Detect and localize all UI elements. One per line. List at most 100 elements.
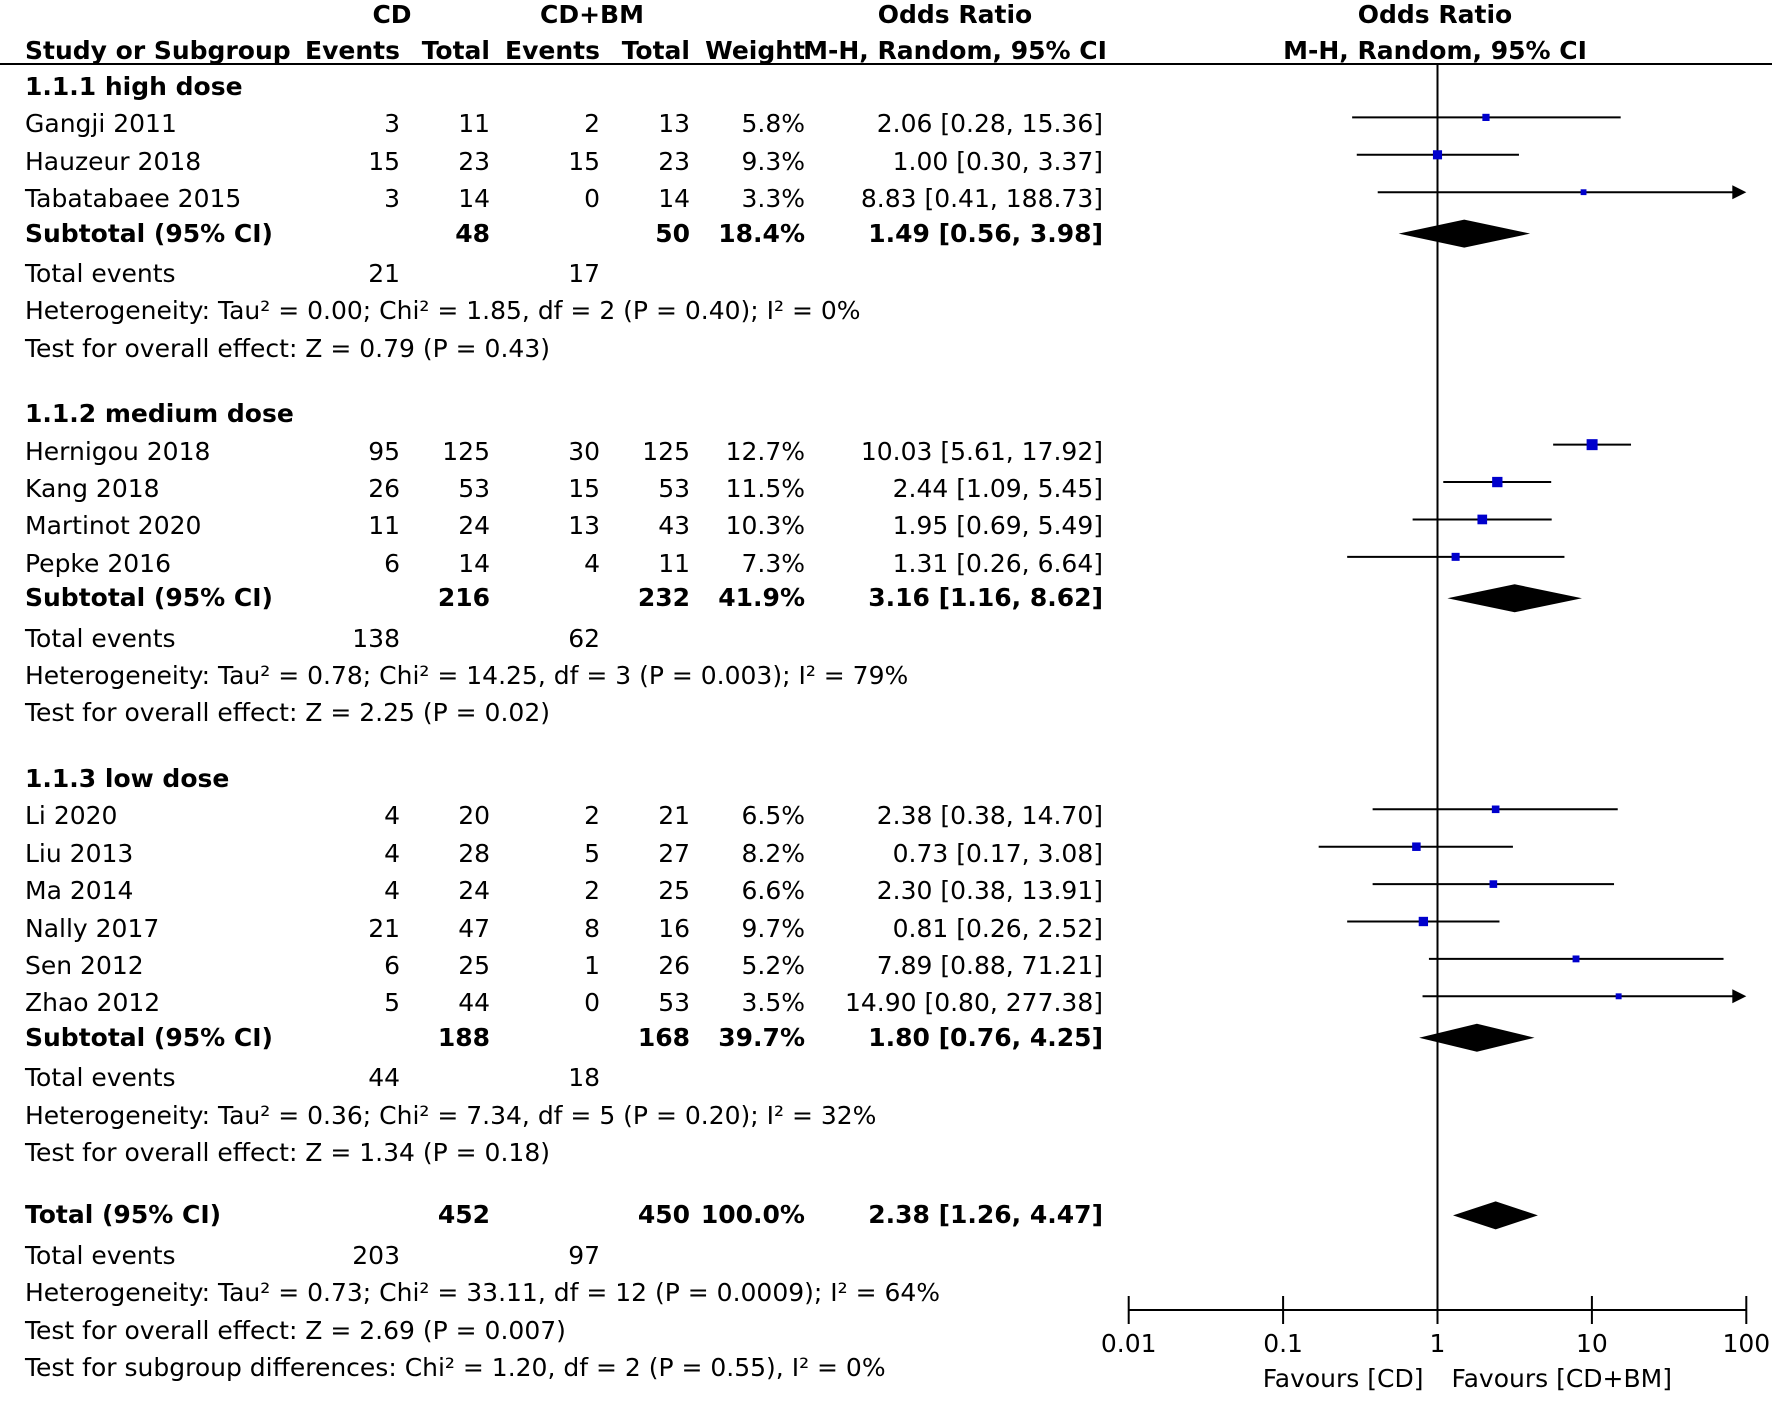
study-name: Hauzeur 2018 <box>25 146 202 176</box>
study-events-cd: 6 <box>384 548 400 578</box>
subtotal-total-cd: 188 <box>437 1022 490 1052</box>
study-total-cd: 24 <box>458 876 490 906</box>
study-events-cdbm: 5 <box>584 838 600 868</box>
subtotal-weight: 18.4% <box>718 218 805 248</box>
study-weight: 6.6% <box>741 876 805 906</box>
study-events-cd: 4 <box>384 801 400 831</box>
study-or-ci: 14.90 [0.80, 277.38] <box>844 988 1103 1018</box>
study-total-cdbm: 27 <box>658 838 690 868</box>
study-total-cd: 47 <box>458 913 490 943</box>
subtotal-diamond <box>1398 219 1531 248</box>
x-tick-label: 10 <box>1576 1329 1608 1358</box>
study-total-cdbm: 23 <box>658 146 690 176</box>
overall-effect-text: Test for overall effect: Z = 2.25 (P = 0… <box>25 698 550 728</box>
study-events-cd: 21 <box>368 913 400 943</box>
subgroup-title: 1.1.3 low dose <box>25 763 230 793</box>
study-events-cd: 6 <box>384 950 400 980</box>
study-name: Liu 2013 <box>25 838 134 868</box>
favours-right-label: Favours [CD+BM] <box>1452 1364 1672 1393</box>
overall-effect-text: Test for overall effect: Z = 1.34 (P = 0… <box>25 1137 550 1167</box>
study-marker <box>1615 993 1622 1000</box>
total-diamond <box>1452 1201 1538 1230</box>
study-or-ci: 1.95 [0.69, 5.49] <box>892 511 1103 541</box>
study-total-cd: 23 <box>458 146 490 176</box>
subgroup-differences-text: Test for subgroup differences: Chi² = 1.… <box>25 1352 886 1382</box>
total-events-cdbm: 97 <box>568 1240 600 1270</box>
subgroup-title: 1.1.1 high dose <box>25 72 243 101</box>
study-name: Martinot 2020 <box>25 511 202 541</box>
study-weight: 12.7% <box>725 436 805 466</box>
study-events-cdbm: 15 <box>568 474 600 504</box>
study-or-ci: 1.31 [0.26, 6.64] <box>892 548 1103 578</box>
study-name: Pepke 2016 <box>25 548 171 578</box>
total-events-label: Total events <box>25 1063 176 1093</box>
ci-arrow <box>1732 989 1747 1004</box>
study-total-cdbm: 11 <box>658 548 690 578</box>
study-total-cd: 28 <box>458 838 490 868</box>
study-or-ci: 10.03 [5.61, 17.92] <box>860 436 1103 466</box>
total-events-cd: 138 <box>352 623 400 653</box>
study-events-cdbm: 0 <box>584 988 600 1018</box>
header-or-title: Odds Ratio <box>877 0 1033 29</box>
study-total-cdbm: 16 <box>658 913 690 943</box>
study-total-cd: 20 <box>458 801 490 831</box>
x-tick-label: 0.1 <box>1263 1329 1303 1358</box>
subtotal-or-ci: 3.16 [1.16, 8.62] <box>868 583 1103 613</box>
subtotal-total-cdbm: 50 <box>655 218 690 248</box>
study-weight: 3.3% <box>741 184 805 214</box>
study-or-ci: 0.73 [0.17, 3.08] <box>892 838 1103 868</box>
study-events-cdbm: 2 <box>584 801 600 831</box>
study-weight: 9.3% <box>741 146 805 176</box>
study-events-cd: 11 <box>368 511 400 541</box>
study-total-cdbm: 43 <box>658 511 690 541</box>
study-total-cd: 44 <box>458 988 490 1018</box>
heterogeneity-text: Heterogeneity: Tau² = 0.36; Chi² = 7.34,… <box>25 1100 877 1130</box>
total-events-label: Total events <box>25 1240 176 1270</box>
study-weight: 8.2% <box>741 838 805 868</box>
study-events-cd: 3 <box>384 184 400 214</box>
header-col-weight: Weight <box>705 36 805 65</box>
overall-effect-text: Test for overall effect: Z = 0.79 (P = 0… <box>25 333 550 363</box>
study-events-cd: 4 <box>384 838 400 868</box>
study-or-ci: 0.81 [0.26, 2.52] <box>892 913 1103 943</box>
total-events-cd: 44 <box>368 1063 400 1093</box>
study-name: Tabatabaee 2015 <box>25 184 242 214</box>
total-events-label: Total events <box>25 259 176 288</box>
total-events-cdbm: 62 <box>568 623 600 653</box>
study-marker <box>1572 955 1580 963</box>
subtotal-label: Subtotal (95% CI) <box>25 583 273 613</box>
study-total-cdbm: 25 <box>658 876 690 906</box>
study-events-cdbm: 4 <box>584 548 600 578</box>
total-or-ci: 2.38 [1.26, 4.47] <box>868 1200 1103 1230</box>
subtotal-weight: 41.9% <box>718 583 805 613</box>
study-total-cd: 14 <box>458 184 490 214</box>
header-plot-method: M-H, Random, 95% CI <box>1283 36 1587 65</box>
study-marker <box>1586 439 1598 451</box>
study-total-cdbm: 53 <box>658 474 690 504</box>
study-events-cd: 95 <box>368 436 400 466</box>
study-or-ci: 7.89 [0.88, 71.21] <box>876 950 1103 980</box>
study-total-cdbm: 53 <box>658 988 690 1018</box>
study-total-cd: 14 <box>458 548 490 578</box>
study-name: Nally 2017 <box>25 913 160 943</box>
study-events-cd: 26 <box>368 474 400 504</box>
subtotal-or-ci: 1.49 [0.56, 3.98] <box>868 218 1103 248</box>
study-name: Sen 2012 <box>25 950 144 980</box>
study-or-ci: 2.38 [0.38, 14.70] <box>876 801 1103 831</box>
study-total-cd: 11 <box>458 109 490 139</box>
study-events-cdbm: 0 <box>584 184 600 214</box>
study-marker <box>1477 514 1488 525</box>
total-events-cd: 21 <box>368 259 400 288</box>
study-weight: 10.3% <box>725 511 805 541</box>
study-weight: 6.5% <box>741 801 805 831</box>
study-events-cdbm: 30 <box>568 436 600 466</box>
study-marker <box>1451 552 1460 561</box>
study-name: Hernigou 2018 <box>25 436 211 466</box>
study-or-ci: 2.06 [0.28, 15.36] <box>876 109 1103 139</box>
study-events-cd: 3 <box>384 109 400 139</box>
study-weight: 5.8% <box>741 109 805 139</box>
study-events-cd: 15 <box>368 146 400 176</box>
study-weight: 5.2% <box>741 950 805 980</box>
subtotal-label: Subtotal (95% CI) <box>25 218 273 248</box>
x-tick-label: 0.01 <box>1101 1329 1157 1358</box>
